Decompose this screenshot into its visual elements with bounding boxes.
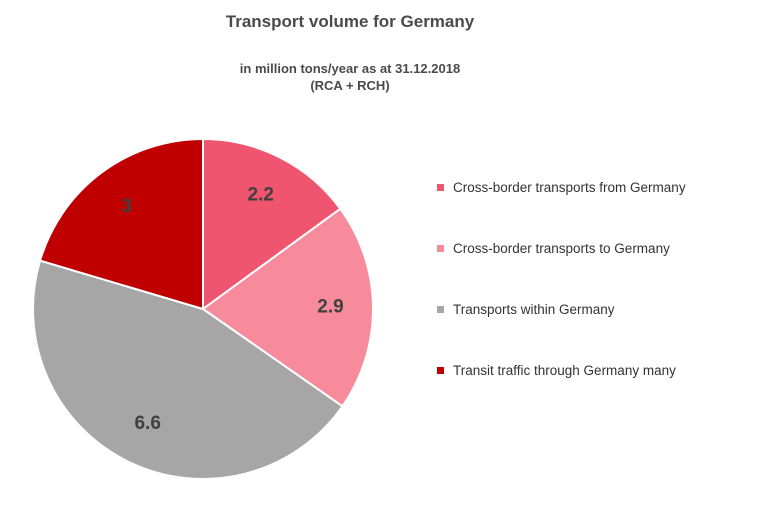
chart-subtitle: in million tons/year as at 31.12.2018 (R… (0, 60, 700, 94)
pie-slice-2 (201, 207, 374, 408)
data-label-3: 6.6 (134, 413, 160, 434)
legend-label-1: Cross-border transports from Germany (453, 180, 686, 195)
legend-swatch-1 (437, 184, 444, 191)
legend-label-3: Transports within Germany (453, 302, 615, 317)
legend-swatch-2 (437, 245, 444, 252)
legend-swatch-3 (437, 306, 444, 313)
chart-title: Transport volume for Germany (225, 12, 475, 31)
data-label-2: 2.9 (317, 297, 343, 318)
pie-slice-3 (32, 259, 344, 480)
chart-subtitle-line-2: (RCA + RCH) (310, 78, 390, 93)
legend-label-4: Transit traffic through Germany many (453, 363, 676, 378)
data-label-1: 2.2 (248, 184, 274, 205)
pie-slice-4 (38, 137, 204, 311)
legend-swatch-4 (437, 367, 444, 374)
data-label-4: 3 (121, 196, 132, 217)
pie-slice-1 (202, 137, 342, 311)
chart-subtitle-line-1: in million tons/year as at 31.12.2018 (239, 61, 461, 76)
legend-label-2: Cross-border transports to Germany (453, 241, 670, 256)
